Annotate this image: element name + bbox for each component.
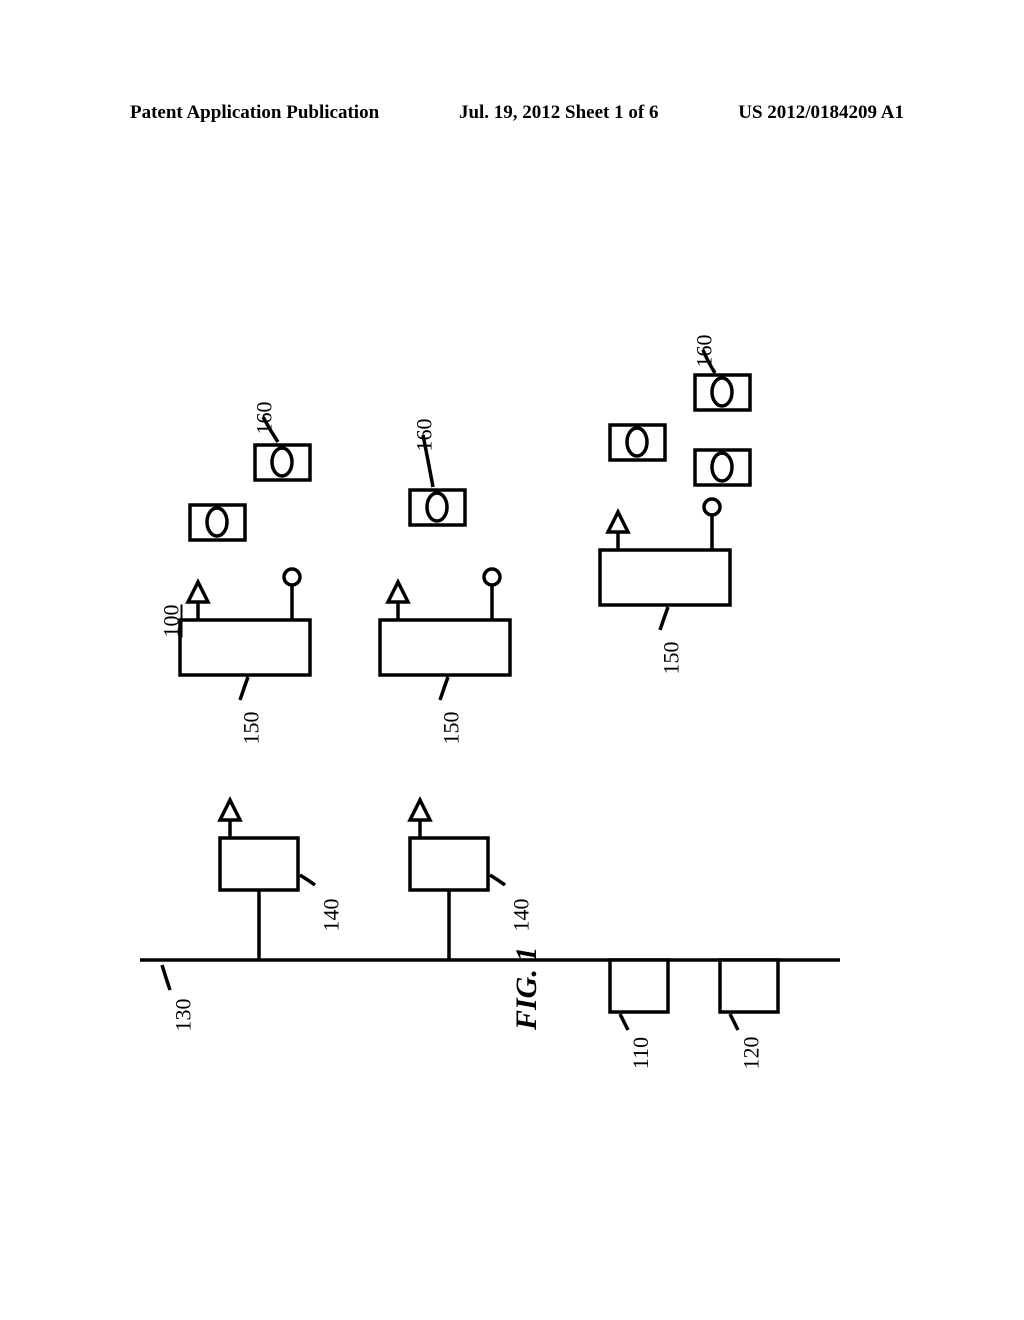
- header-center: Jul. 19, 2012 Sheet 1 of 6: [459, 102, 659, 124]
- box-110: [610, 960, 668, 1012]
- mobile-150a-ant2: [284, 569, 300, 585]
- ref-150b: 150: [439, 712, 465, 745]
- ref-160c: 160: [692, 335, 718, 368]
- sat-group-c: [610, 375, 750, 485]
- mobile-150a: [180, 620, 310, 675]
- ref-130: 130: [171, 999, 197, 1032]
- sat-group-a: [190, 445, 310, 540]
- leader-150a: [240, 677, 248, 700]
- leader-120: [730, 1014, 738, 1030]
- box-140a: [220, 838, 298, 890]
- mobile-150c-ant1: [608, 512, 628, 532]
- page-header: Patent Application Publication Jul. 19, …: [0, 102, 1024, 124]
- leader-140a: [300, 875, 315, 885]
- mobile-150b-ant2: [484, 569, 500, 585]
- ant-140b-tip: [410, 800, 430, 820]
- ref-140b: 140: [509, 899, 535, 932]
- ref-140a: 140: [319, 899, 345, 932]
- leader-110: [620, 1014, 628, 1030]
- box-120: [720, 960, 778, 1012]
- figure-label: FIG. 1: [510, 947, 544, 1030]
- mobile-150c-ant2: [704, 499, 720, 515]
- box-140b: [410, 838, 488, 890]
- mobile-150a-ant1: [188, 582, 208, 602]
- ref-110: 110: [628, 1037, 654, 1069]
- ref-160a: 160: [252, 402, 278, 435]
- mobile-150c: [600, 550, 730, 605]
- header-left: Patent Application Publication: [130, 102, 379, 124]
- ref-150c: 150: [659, 642, 685, 675]
- leader-130: [162, 965, 170, 990]
- leader-150b: [440, 677, 448, 700]
- leader-140b: [490, 875, 505, 885]
- sat-group-b: [410, 490, 465, 525]
- header-right: US 2012/0184209 A1: [738, 102, 904, 124]
- ref-120: 120: [739, 1037, 765, 1070]
- mobile-150b: [380, 620, 510, 675]
- ref-150a: 150: [239, 712, 265, 745]
- figure-1: 100 110 120 130 140 140 150 150 150 160 …: [130, 190, 890, 1040]
- ref-160b: 160: [412, 419, 438, 452]
- leader-150c: [660, 607, 668, 630]
- ant-140a-tip: [220, 800, 240, 820]
- ref-100: 100: [159, 605, 185, 638]
- mobile-150b-ant1: [388, 582, 408, 602]
